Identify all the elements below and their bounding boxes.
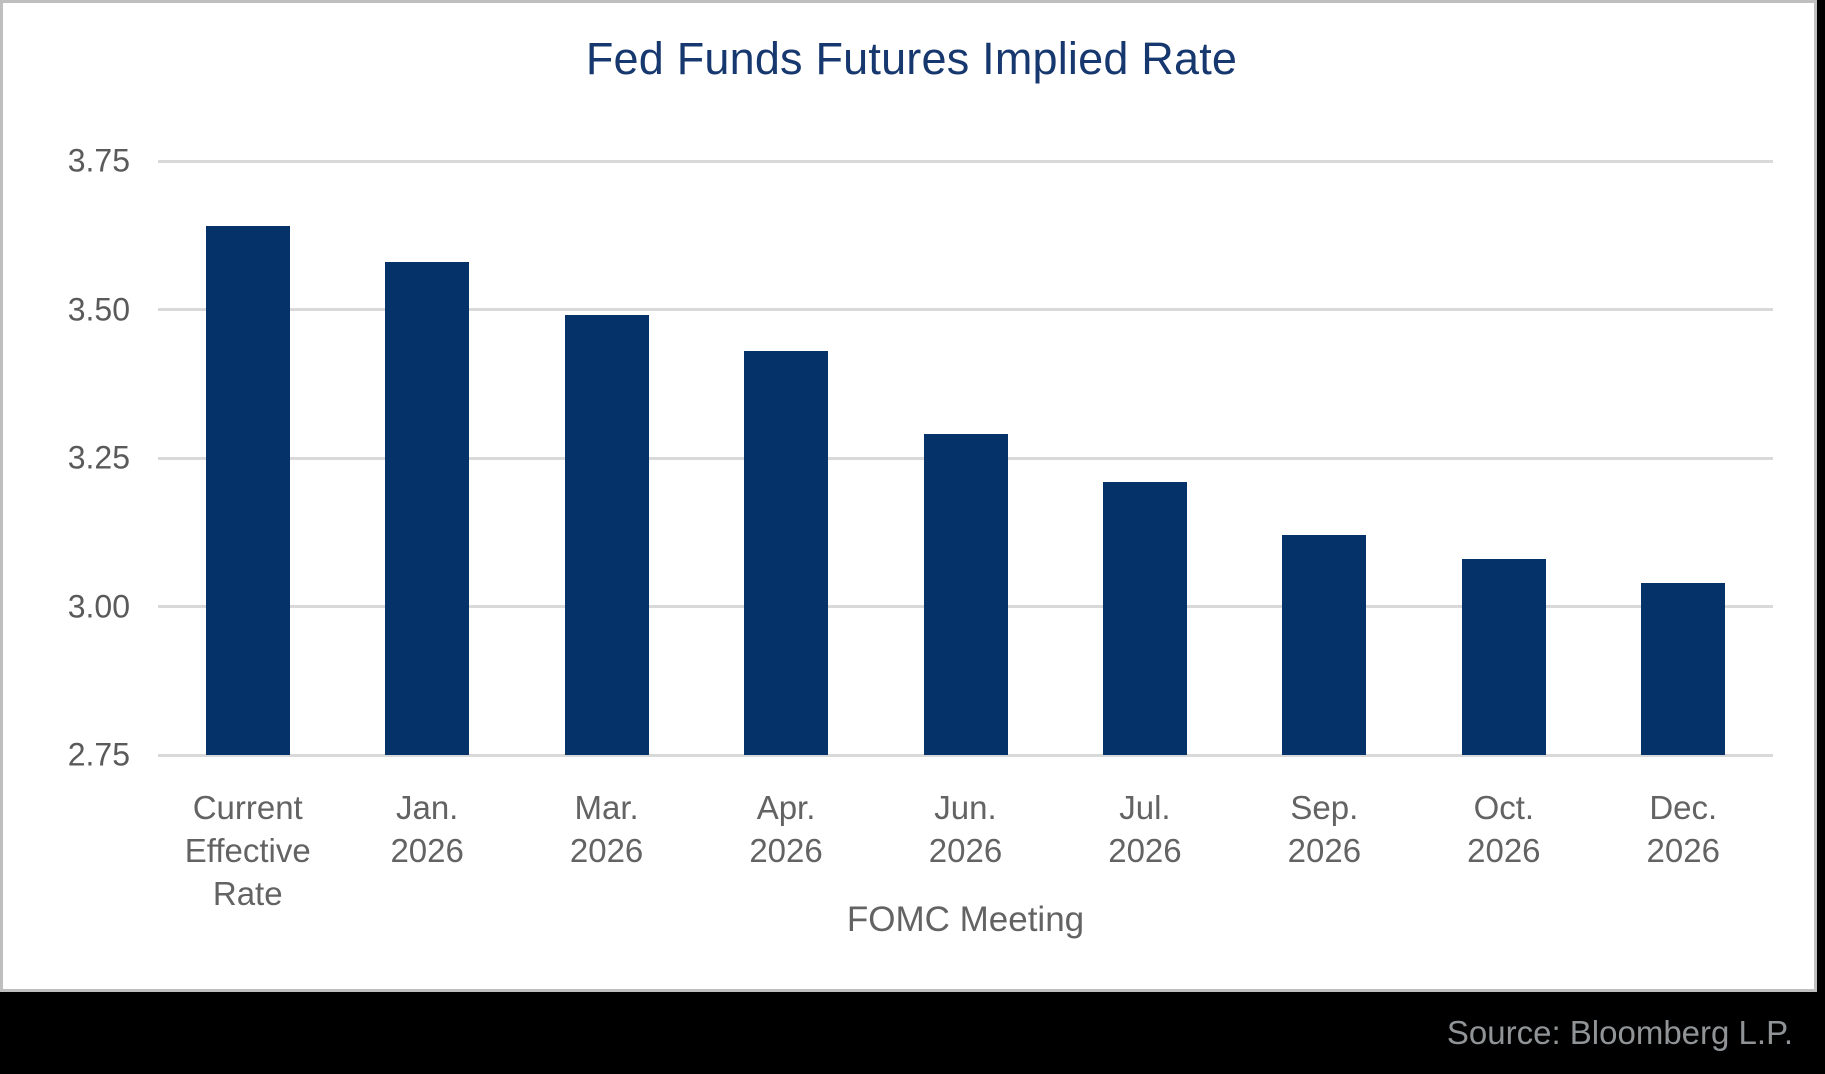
x-tick-line: Rate bbox=[212, 875, 283, 912]
chart-title: Fed Funds Futures Implied Rate bbox=[585, 33, 1238, 84]
x-tick-line: Jan. bbox=[395, 789, 459, 826]
x-tick-label: Current Effective Rate bbox=[158, 786, 337, 915]
x-tick-label: Jul. 2026 bbox=[1055, 786, 1234, 872]
x-tick-label: Dec. 2026 bbox=[1594, 786, 1773, 872]
bar-mar-2026 bbox=[564, 315, 649, 755]
bar-jan-2026 bbox=[385, 261, 470, 755]
x-tick-line: Current bbox=[192, 789, 303, 826]
x-tick-label: Oct. 2026 bbox=[1414, 786, 1593, 872]
x-tick-line: Dec. bbox=[1649, 789, 1718, 826]
gridline-2.75 bbox=[158, 753, 1773, 757]
x-tick-line: 2026 bbox=[749, 832, 823, 869]
x-tick-label: Sep. 2026 bbox=[1235, 786, 1414, 872]
x-tick-line: 2026 bbox=[928, 832, 1003, 869]
bar-sep-2026 bbox=[1282, 535, 1367, 755]
bar-oct-2026 bbox=[1461, 558, 1546, 755]
x-tick-line: 2026 bbox=[1467, 832, 1541, 869]
gridline-3.50 bbox=[158, 308, 1773, 311]
x-tick-label: Mar. 2026 bbox=[517, 786, 696, 872]
plot-area: 3.75 3.50 3.25 3.00 2.75 Current Effective Rate… bbox=[68, 143, 1773, 912]
bar-jun-2026 bbox=[923, 434, 1008, 755]
x-tick-label: Apr. 2026 bbox=[696, 786, 875, 872]
x-tick-label: Jun. 2026 bbox=[876, 786, 1055, 872]
chart-card: Fed Funds Futures Implied Rate 3.75 3.50 3… bbox=[0, 0, 1817, 992]
x-tick-line: 2026 bbox=[569, 832, 644, 869]
x-tick-line: 2026 bbox=[1108, 832, 1182, 869]
bar-dec-2026 bbox=[1641, 582, 1726, 755]
x-axis-title: FOMC Meeting bbox=[846, 900, 1085, 939]
x-tick-line: Sep. bbox=[1290, 789, 1359, 826]
x-tick-line: Mar. bbox=[574, 789, 639, 826]
source-bar: Source: Bloomberg L.P. bbox=[0, 992, 1825, 1074]
y-tick-label: 3.50 bbox=[67, 291, 130, 327]
x-tick-label: Jan. 2026 bbox=[337, 786, 516, 872]
bar-apr-2026 bbox=[744, 351, 829, 755]
bar-current-effective-rate bbox=[205, 226, 290, 755]
y-tick-label: 3.75 bbox=[67, 142, 130, 179]
x-tick-line: Effective bbox=[184, 832, 311, 869]
x-tick-line: Oct. bbox=[1473, 789, 1535, 826]
x-tick-line: 2026 bbox=[1646, 832, 1720, 869]
x-tick-line: 2026 bbox=[1287, 832, 1362, 869]
source-text: Source: Bloomberg L.P. bbox=[1446, 1014, 1793, 1051]
y-tick-label: 3.00 bbox=[67, 588, 130, 624]
gridline-3.75 bbox=[158, 159, 1773, 163]
y-tick-label: 3.25 bbox=[67, 439, 130, 476]
x-tick-line: Jul. bbox=[1119, 789, 1171, 826]
x-tick-line: Jun. bbox=[934, 789, 997, 826]
bar-jul-2026 bbox=[1102, 481, 1187, 755]
x-tick-line: Apr. bbox=[756, 789, 816, 826]
y-tick-label: 2.75 bbox=[67, 736, 130, 773]
x-tick-line: 2026 bbox=[390, 832, 464, 869]
